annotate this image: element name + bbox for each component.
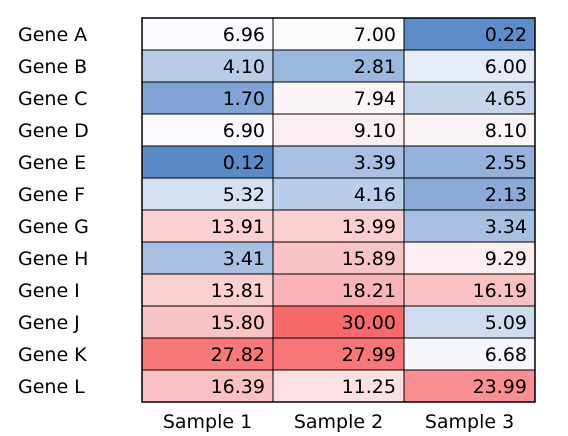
row-label: Gene L: [18, 376, 85, 398]
heatmap-cell: [141, 209, 274, 243]
heatmap-cell: [141, 305, 274, 339]
row-label: Gene K: [18, 344, 87, 366]
column-labels: Sample 1 Sample 2 Sample 3: [163, 411, 514, 433]
cell-value-label: 3.34: [485, 216, 527, 238]
column-label: Sample 2: [294, 411, 383, 433]
row-label: Gene E: [18, 152, 86, 174]
cell-value-label: 9.10: [354, 120, 396, 142]
cell-value-label: 23.99: [473, 376, 527, 398]
row-label: Gene C: [18, 88, 87, 110]
row-label: Gene F: [18, 184, 85, 206]
cell-value-label: 16.39: [211, 376, 265, 398]
cell-value-label: 7.00: [354, 24, 396, 46]
row-label: Gene G: [18, 216, 89, 238]
heatmap-cell: [272, 177, 405, 211]
cell-value-label: 6.96: [223, 24, 265, 46]
cell-value-label: 3.39: [354, 152, 396, 174]
cell-value-label: 3.41: [223, 248, 265, 270]
heatmap-cell: [403, 209, 536, 243]
column-label: Sample 1: [163, 411, 252, 433]
heatmap-cell: [272, 145, 405, 179]
cell-value-label: 6.90: [223, 120, 265, 142]
heatmap-cell: [141, 337, 274, 371]
cell-value-label: 7.94: [354, 88, 396, 110]
cell-value-label: 8.10: [485, 120, 527, 142]
heatmap-cells: 6.96 7.00 0.22 4.10 2.81 6.00 1.70 7.94 4.65 6.90…: [141, 17, 536, 403]
cell-value-label: 27.99: [342, 344, 396, 366]
row-labels: Gene A Gene B Gene C Gene D Gene E Gene F Gene…: [18, 24, 89, 398]
row-label: Gene D: [18, 120, 89, 142]
cell-value-label: 4.10: [223, 56, 265, 78]
column-label: Sample 3: [425, 411, 514, 433]
cell-value-label: 0.12: [223, 152, 265, 174]
cell-value-label: 11.25: [342, 376, 396, 398]
row-label: Gene I: [18, 280, 80, 302]
heatmap-cell: [403, 113, 536, 147]
heatmap-cell: [272, 17, 405, 51]
cell-value-label: 13.99: [342, 216, 396, 238]
heatmap-cell: [141, 273, 274, 307]
heatmap-cell: [403, 273, 536, 307]
heatmap-cell: [403, 369, 536, 403]
row-label: Gene J: [18, 312, 80, 334]
heatmap-cell: [272, 81, 405, 115]
heatmap-cell: [272, 305, 405, 339]
cell-value-label: 6.00: [485, 56, 527, 78]
cell-value-label: 1.70: [223, 88, 265, 110]
cell-value-label: 13.91: [211, 216, 265, 238]
cell-value-label: 15.89: [342, 248, 396, 270]
cell-value-label: 30.00: [342, 312, 396, 334]
cell-value-label: 4.65: [485, 88, 527, 110]
cell-value-label: 13.81: [211, 280, 265, 302]
cell-value-label: 2.55: [485, 152, 527, 174]
cell-value-label: 4.16: [354, 184, 396, 206]
heatmap-cell: [141, 113, 274, 147]
cell-value-label: 15.80: [211, 312, 265, 334]
heatmap-cell: [403, 177, 536, 211]
heatmap-border: [141, 17, 536, 403]
cell-value-label: 6.68: [485, 344, 527, 366]
heatmap-cell: [272, 241, 405, 275]
cell-value-label: 5.32: [223, 184, 265, 206]
row-label: Gene B: [18, 56, 87, 78]
row-label: Gene A: [18, 24, 87, 46]
cell-value-label: 9.29: [485, 248, 527, 270]
cell-value-label: 2.81: [354, 56, 396, 78]
cell-value-label: 0.22: [485, 24, 527, 46]
cell-value-label: 27.82: [211, 344, 265, 366]
cell-value-label: 5.09: [485, 312, 527, 334]
row-label: Gene H: [18, 248, 88, 270]
heatmap-cell: [272, 209, 405, 243]
cell-value-label: 2.13: [485, 184, 527, 206]
cell-value-label: 16.19: [473, 280, 527, 302]
heatmap-cell: [141, 17, 274, 51]
heatmap-cell: [141, 241, 274, 275]
cell-value-label: 18.21: [342, 280, 396, 302]
heatmap-cell: [403, 49, 536, 83]
